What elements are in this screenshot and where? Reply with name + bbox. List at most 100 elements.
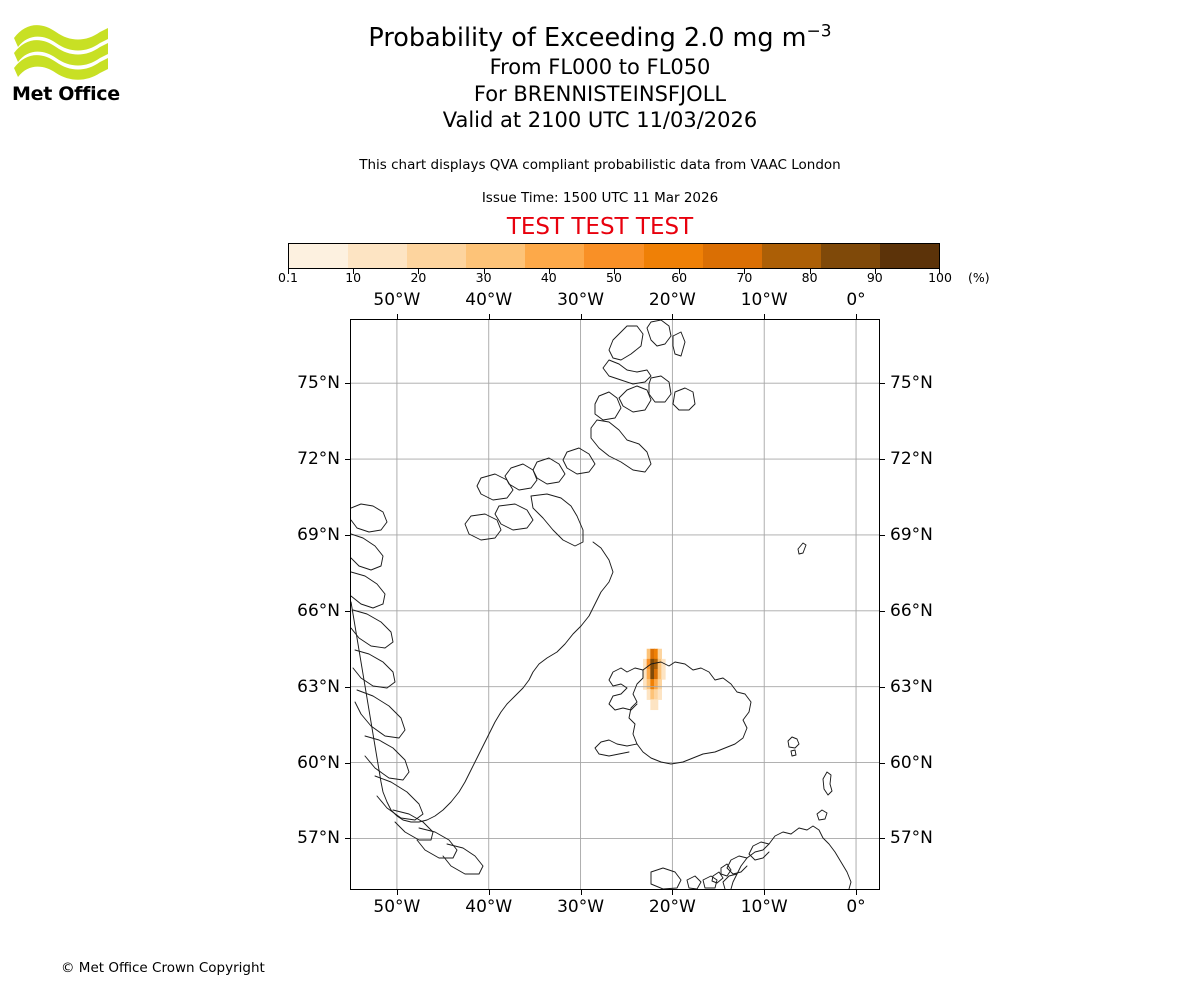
colorbar-tick-labels: 0.1 10 20 30 40 50 60 70 80 90 100 (278, 270, 952, 286)
colorbar-band-2 (407, 244, 467, 268)
lon-tickmark-bottom (672, 890, 674, 895)
colorbar-tickmark-30 (483, 269, 485, 274)
colorbar-band-3 (466, 244, 526, 268)
colorbar-tick-30: 30 (475, 270, 492, 285)
colorbar-band-4 (525, 244, 585, 268)
lat-tickmark-right (880, 762, 885, 764)
colorbar-tick-40: 40 (540, 270, 557, 285)
ash-probability-cell (654, 689, 659, 700)
chart-title-block: Probability of Exceeding 2.0 mg m−3 From… (0, 22, 1200, 134)
lon-label-top-4: 10°W (740, 290, 788, 310)
lon-label-top-0: 50°W (373, 290, 421, 310)
colorbar-band-1 (348, 244, 408, 268)
colorbar-tickmark-40 (548, 269, 550, 274)
lon-label-top-2: 30°W (557, 290, 605, 310)
ash-probability-cell (657, 658, 662, 670)
ash-probability-cell (646, 658, 651, 670)
ash-probability-cell (661, 668, 666, 680)
lat-label-right-5: 72°N (890, 449, 933, 470)
ash-probability-cell (657, 668, 662, 680)
colorbar-tickmark-60 (679, 269, 681, 274)
ash-probability-cell (646, 668, 651, 680)
lat-label-left-0: 57°N (297, 828, 340, 849)
title-text: Probability of Exceeding 2.0 mg m (368, 23, 807, 53)
colorbar-tickmark-90 (874, 269, 876, 274)
copyright-footer: © Met Office Crown Copyright (61, 960, 265, 976)
ash-probability-cell (643, 658, 648, 670)
colorbar-tickmark-100 (939, 269, 940, 274)
colorbar-band-6 (643, 244, 703, 268)
lon-tickmark-bottom (396, 890, 398, 895)
ash-probability-cell (646, 689, 651, 700)
lon-label-top-5: 0° (846, 290, 866, 310)
ash-probability-cell (646, 648, 651, 660)
lat-label-right-6: 75°N (890, 373, 933, 394)
ash-probability-cell (657, 679, 662, 690)
colorbar-tickmark-50 (614, 269, 615, 274)
lon-tickmark-bottom (580, 890, 582, 895)
lat-tickmark-right (880, 534, 885, 536)
ash-probability-cell (657, 648, 662, 660)
issue-time: Issue Time: 1500 UTC 11 Mar 2026 (481, 190, 719, 206)
met-office-logo: Met Office (12, 20, 122, 115)
lat-label-left-2: 63°N (297, 676, 340, 697)
colorbar-band-8 (761, 244, 821, 268)
lon-label-bottom-0: 50°W (373, 897, 421, 917)
lon-label-bottom-2: 30°W (557, 897, 605, 917)
chart-note: This chart displays QVA compliant probab… (359, 157, 841, 173)
map-gridlines (351, 320, 879, 889)
colorbar-band-5 (584, 244, 644, 268)
ash-probability-cell (650, 658, 655, 670)
ash-probability-cell (657, 689, 662, 700)
colorbar-tickmark-70 (744, 269, 746, 274)
colorbar-tick-20: 20 (410, 270, 427, 285)
title-exponent: −3 (806, 21, 832, 42)
lat-label-right-0: 57°N (890, 828, 933, 849)
ash-probability-cell (654, 699, 659, 711)
colorbar-tick-90: 90 (866, 270, 883, 285)
ash-probability-cell (654, 679, 659, 690)
lat-label-right-4: 69°N (890, 524, 933, 545)
lon-label-bottom-5: 0° (846, 897, 866, 917)
ash-probability-cell (650, 648, 655, 660)
colorbar-tickmark-20 (418, 269, 420, 274)
ash-probability-cell (654, 668, 659, 680)
colorbar-band-9 (820, 244, 880, 268)
colorbar-tickmark-80 (809, 269, 811, 274)
lat-tickmark-right (880, 383, 885, 385)
valid-time: Valid at 2100 UTC 11/03/2026 (442, 108, 758, 132)
lat-tickmark-right (880, 459, 885, 461)
colorbar-tickmark-10 (353, 269, 355, 274)
colorbar-ticks (288, 269, 940, 277)
colorbar-tick-0.1: 0.1 (278, 270, 298, 285)
lon-tickmark-bottom (488, 890, 490, 895)
lon-tickmark-bottom (764, 890, 766, 895)
colorbar-unit-label: (%) (968, 270, 990, 285)
ash-probability-cell (650, 679, 655, 690)
ash-probability-cell (661, 658, 666, 670)
lon-label-bottom-1: 40°W (465, 897, 513, 917)
colorbar-tick-100: 100 (928, 270, 952, 285)
colorbar (288, 243, 940, 269)
page-title: Probability of Exceeding 2.0 mg m−3 (0, 22, 1200, 54)
lon-label-bottom-4: 10°W (740, 897, 788, 917)
lon-label-top-1: 40°W (465, 290, 513, 310)
lat-label-left-1: 60°N (297, 752, 340, 773)
colorbar-band-0 (289, 244, 349, 268)
ash-probability-cell (650, 668, 655, 680)
map-canvas (351, 320, 879, 889)
colorbar-tick-60: 60 (671, 270, 688, 285)
lat-label-right-2: 63°N (890, 676, 933, 697)
lat-label-right-1: 60°N (890, 752, 933, 773)
colorbar-tick-80: 80 (801, 270, 818, 285)
ash-probability-cell (654, 658, 659, 670)
test-banner: TEST TEST TEST (506, 214, 694, 240)
ash-probability-cell (650, 689, 655, 700)
lat-tickmark-right (880, 686, 885, 688)
map-plot-area[interactable] (350, 319, 880, 890)
lat-tickmark-right (880, 838, 885, 840)
ash-probability-cell (654, 648, 659, 660)
ash-probability-cell (646, 679, 651, 690)
met-office-waves-icon (14, 25, 108, 80)
colorbar-tick-10: 10 (345, 270, 362, 285)
